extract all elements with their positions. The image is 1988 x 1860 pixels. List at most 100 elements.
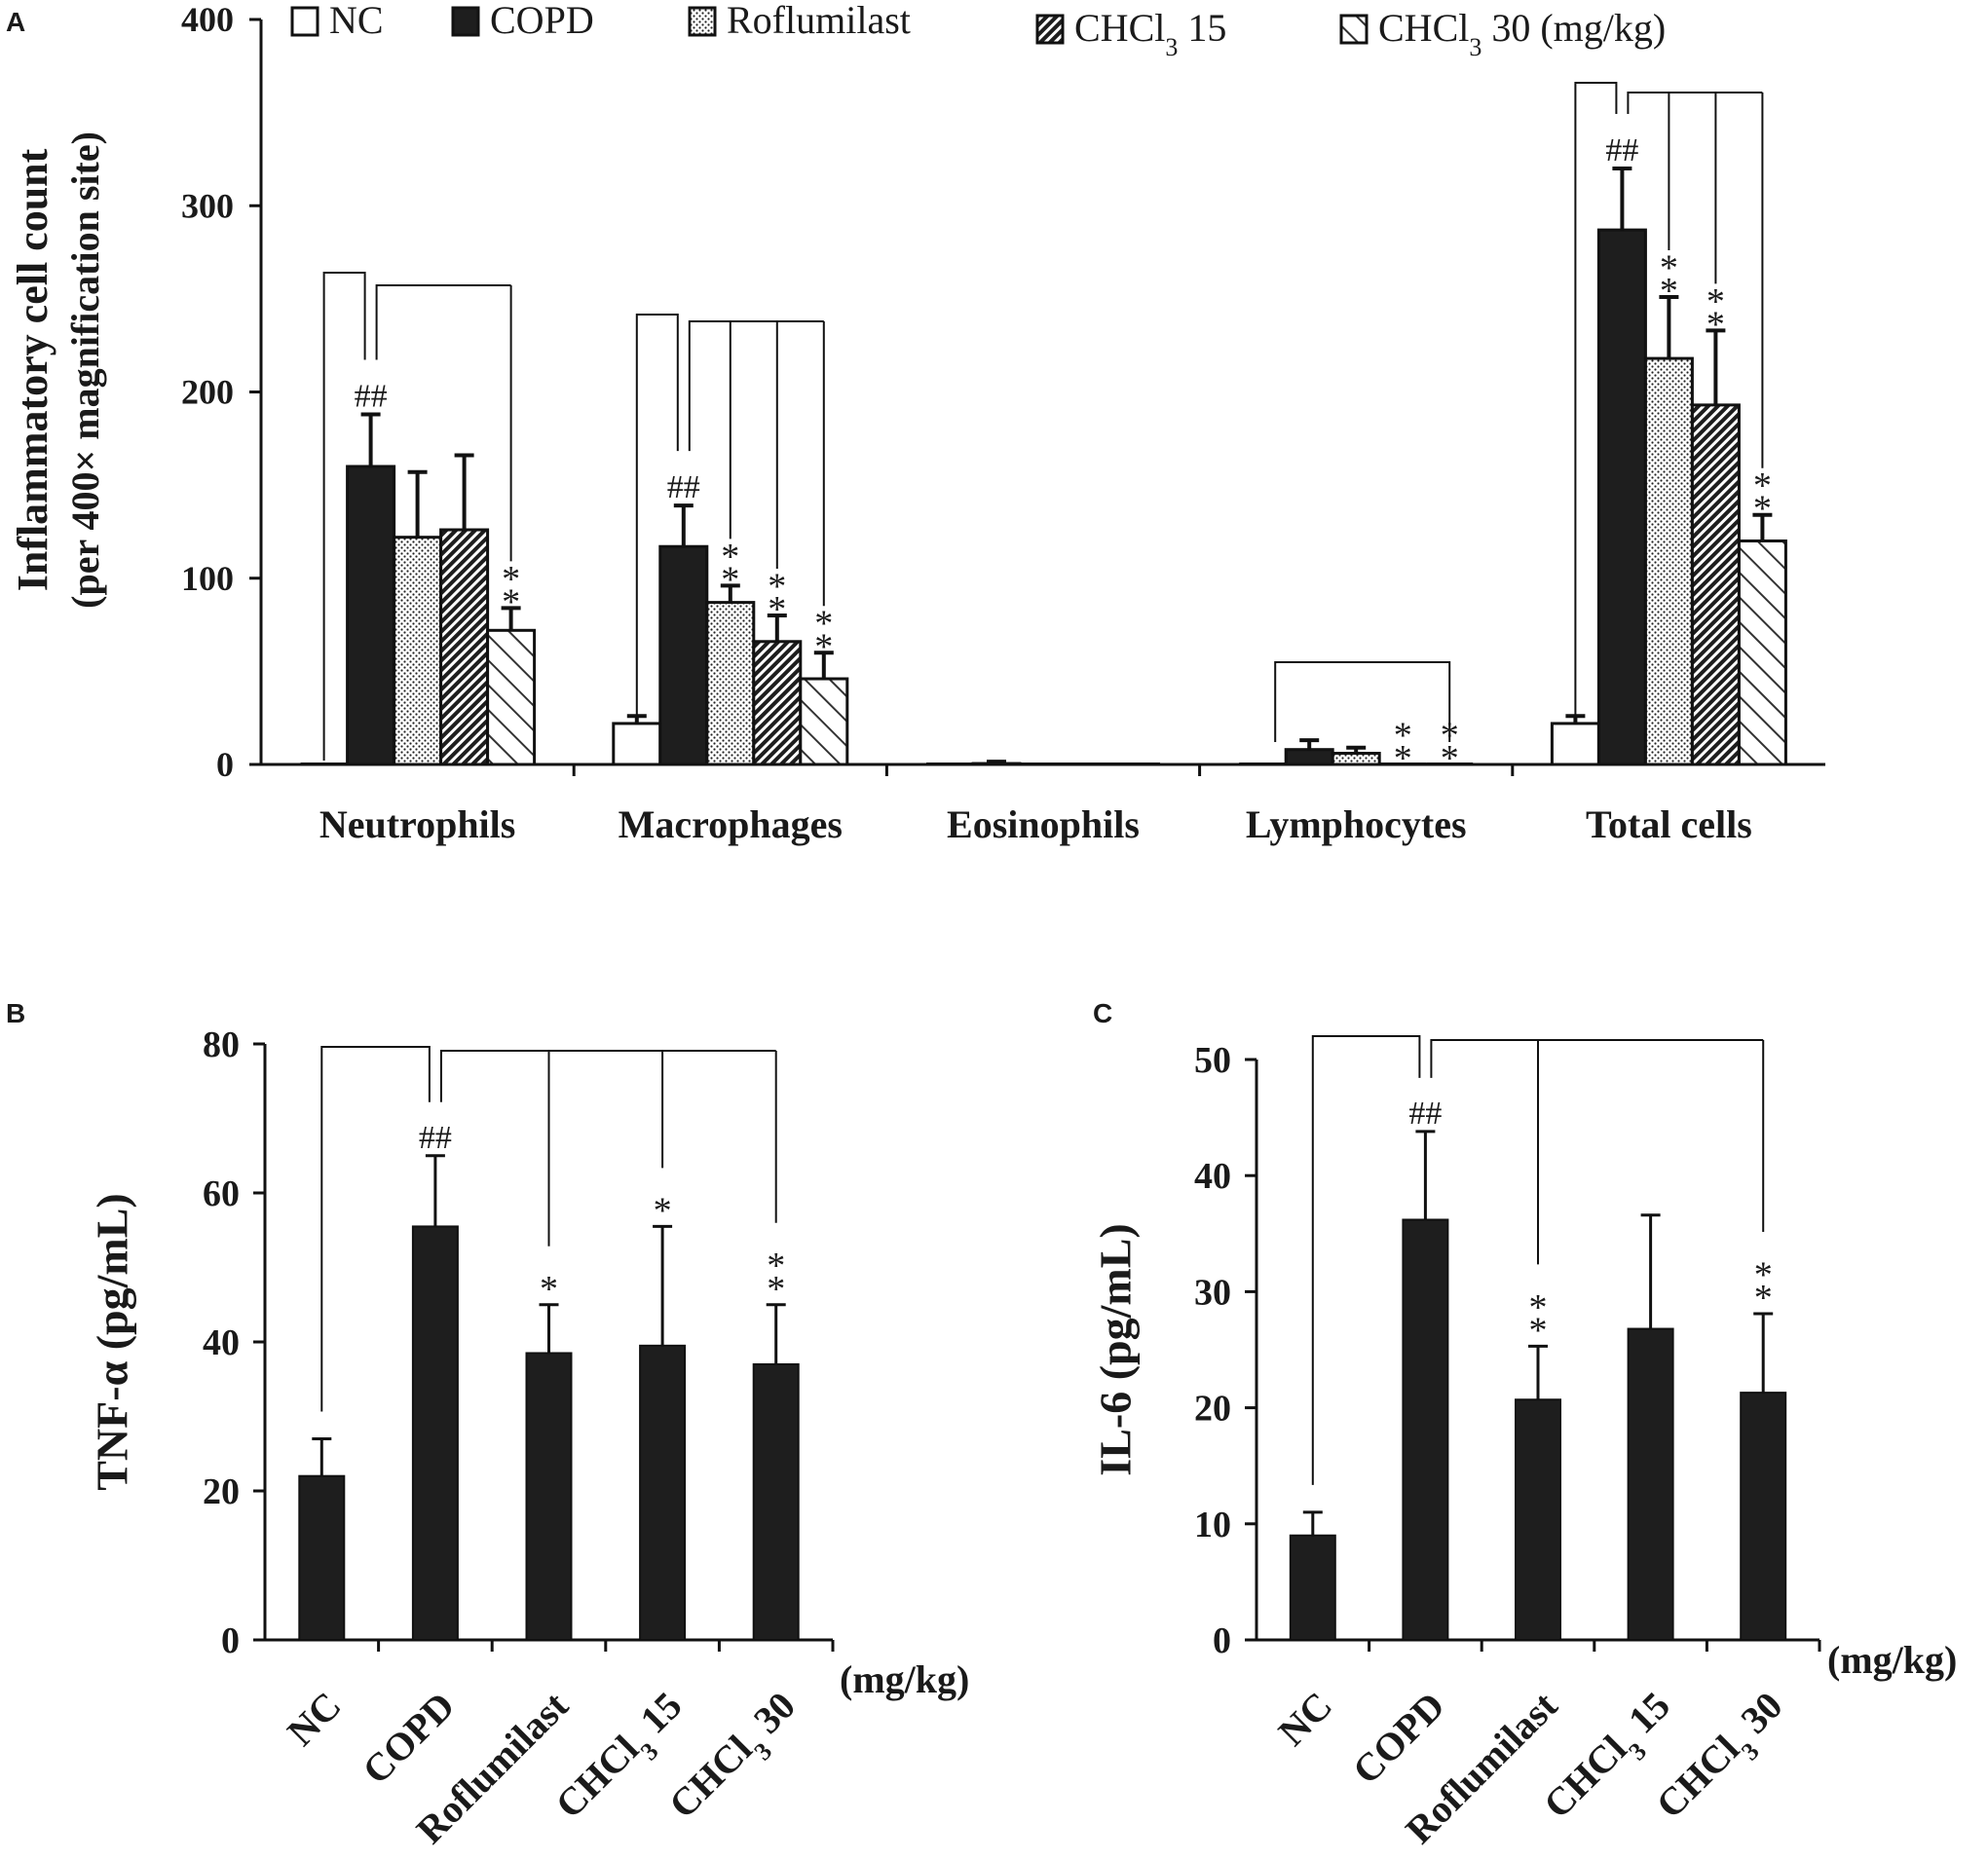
- panel-b-brackets: [320, 1046, 777, 1412]
- bar: [1627, 1327, 1674, 1641]
- star-annotation: **: [1753, 465, 1772, 530]
- unit-label: (mg/kg): [840, 1657, 969, 1701]
- star-mark: *: [1441, 715, 1459, 756]
- x-category-label: Lymphocytes: [1246, 802, 1467, 846]
- bracket: [439, 1050, 776, 1102]
- bracket: [1274, 661, 1451, 743]
- y-tick-label: 200: [181, 373, 234, 412]
- star-mark: *: [502, 581, 520, 622]
- y-tick-label: 400: [181, 0, 234, 39]
- star-mark: *: [767, 1269, 785, 1310]
- y-axis-label: IL-6 (pg/mL): [1091, 1223, 1141, 1475]
- panel-a-axes: 0 100 200 300 400 Inflammatory cell count (per…: [9, 0, 1825, 784]
- bar: [411, 1225, 459, 1642]
- star-mark: *: [768, 566, 786, 607]
- y-tick-label: 40: [1194, 1156, 1231, 1197]
- star-annotation: **: [1660, 247, 1678, 312]
- unit-label: (mg/kg): [1827, 1638, 1957, 1682]
- star-mark: *: [1753, 489, 1772, 530]
- star-mark: *: [721, 537, 739, 577]
- hash-annotation: ##: [1605, 132, 1638, 168]
- bar: [439, 528, 490, 766]
- y-axis-label: Inflammatory cell count: [9, 148, 56, 591]
- bar: [1690, 403, 1741, 766]
- legend-swatch: [451, 6, 480, 37]
- star-annotation: **: [1754, 1254, 1773, 1319]
- bracket: [1311, 1035, 1421, 1485]
- star-annotation: *: [654, 1190, 672, 1231]
- panel-a-bars: [300, 167, 1787, 766]
- bar: [1740, 1392, 1787, 1641]
- star-mark: *: [540, 1269, 558, 1310]
- bar: [658, 544, 709, 766]
- x-category-label: COPD: [354, 1684, 463, 1793]
- panel-c: C 0 10 20 30 40 50 IL-6 (pg/mL) (mg/kg) NC COPD #…: [1091, 998, 1958, 1852]
- star-mark: *: [1660, 271, 1678, 312]
- y-tick-label: 40: [203, 1322, 240, 1363]
- star-annotation: *: [540, 1269, 558, 1310]
- star-mark: *: [767, 1246, 785, 1286]
- bar: [486, 628, 537, 766]
- x-category-label: CHCl3 30: [660, 1684, 811, 1835]
- bracket: [375, 284, 511, 360]
- legend-label: CHCl3 30 (mg/kg): [1378, 6, 1666, 61]
- legend-label: CHCl3 15: [1074, 6, 1226, 61]
- y-tick-label: 30: [1194, 1272, 1231, 1313]
- x-category-label: Total cells: [1586, 802, 1752, 846]
- bar: [1596, 228, 1647, 766]
- x-category-label: Eosinophils: [947, 802, 1140, 846]
- y-tick-label: 50: [1194, 1040, 1231, 1081]
- star-mark: *: [721, 559, 739, 600]
- bar: [1515, 1398, 1561, 1641]
- x-category-label: COPD: [1344, 1684, 1453, 1793]
- panel-a: A NC COPD Roflumilast CHCl3 15 CHCl3 30 (mg/…: [6, 0, 1825, 846]
- bar: [1550, 722, 1600, 766]
- star-annotation: **: [1529, 1287, 1548, 1352]
- star-mark: *: [814, 604, 833, 645]
- bar: [1284, 748, 1334, 766]
- star-mark: *: [1529, 1310, 1548, 1351]
- star-mark: *: [768, 589, 786, 630]
- star-mark: *: [1707, 304, 1725, 345]
- y-tick-label: 300: [181, 186, 234, 225]
- y-axis-label: TNF-α (pg/mL): [88, 1193, 137, 1491]
- bar: [705, 601, 756, 766]
- bar: [525, 1352, 573, 1641]
- star-mark: *: [1394, 715, 1412, 756]
- y-tick-label: 20: [1194, 1389, 1231, 1430]
- hash-annotation: ##: [1408, 1096, 1442, 1132]
- legend-swatch: [290, 6, 319, 37]
- bar: [393, 536, 443, 766]
- legend-swatch: [1339, 14, 1369, 45]
- star-mark: *: [1529, 1287, 1548, 1328]
- bracket: [1574, 82, 1618, 720]
- bracket: [320, 1046, 431, 1412]
- panel-a-brackets: [322, 82, 1764, 761]
- y-tick-label: 20: [203, 1471, 240, 1512]
- star-mark: *: [502, 559, 520, 600]
- bar: [1331, 752, 1381, 766]
- star-annotation: **: [1394, 715, 1412, 779]
- star-mark: *: [1754, 1278, 1773, 1319]
- star-annotation: **: [721, 537, 739, 601]
- panel-c-letter: C: [1093, 998, 1112, 1028]
- bar: [971, 762, 1022, 766]
- y-tick-label: 100: [181, 559, 234, 598]
- legend-swatch: [688, 6, 717, 37]
- star-mark: *: [1753, 465, 1772, 506]
- bar: [298, 1474, 346, 1641]
- bracket: [1430, 1039, 1764, 1078]
- y-axis-label-2: (per 400× magnification site): [63, 131, 107, 609]
- bar: [752, 1362, 800, 1641]
- panel-b-letter: B: [6, 998, 25, 1028]
- x-category-label: NC: [1269, 1684, 1340, 1755]
- legend-label: Roflumilast: [727, 0, 911, 42]
- y-tick-label: 0: [1213, 1620, 1231, 1661]
- bar: [612, 722, 662, 766]
- x-category-label: CHCl3 30: [1647, 1684, 1798, 1835]
- legend-swatch: [1035, 14, 1065, 45]
- star-annotation: **: [768, 566, 786, 630]
- panel-b: B 0 20 40 60 80 TNF-α (pg/mL) (mg/kg) NC COPD ##…: [6, 998, 969, 1852]
- bracket: [1627, 92, 1763, 114]
- y-tick-label: 0: [221, 1620, 240, 1661]
